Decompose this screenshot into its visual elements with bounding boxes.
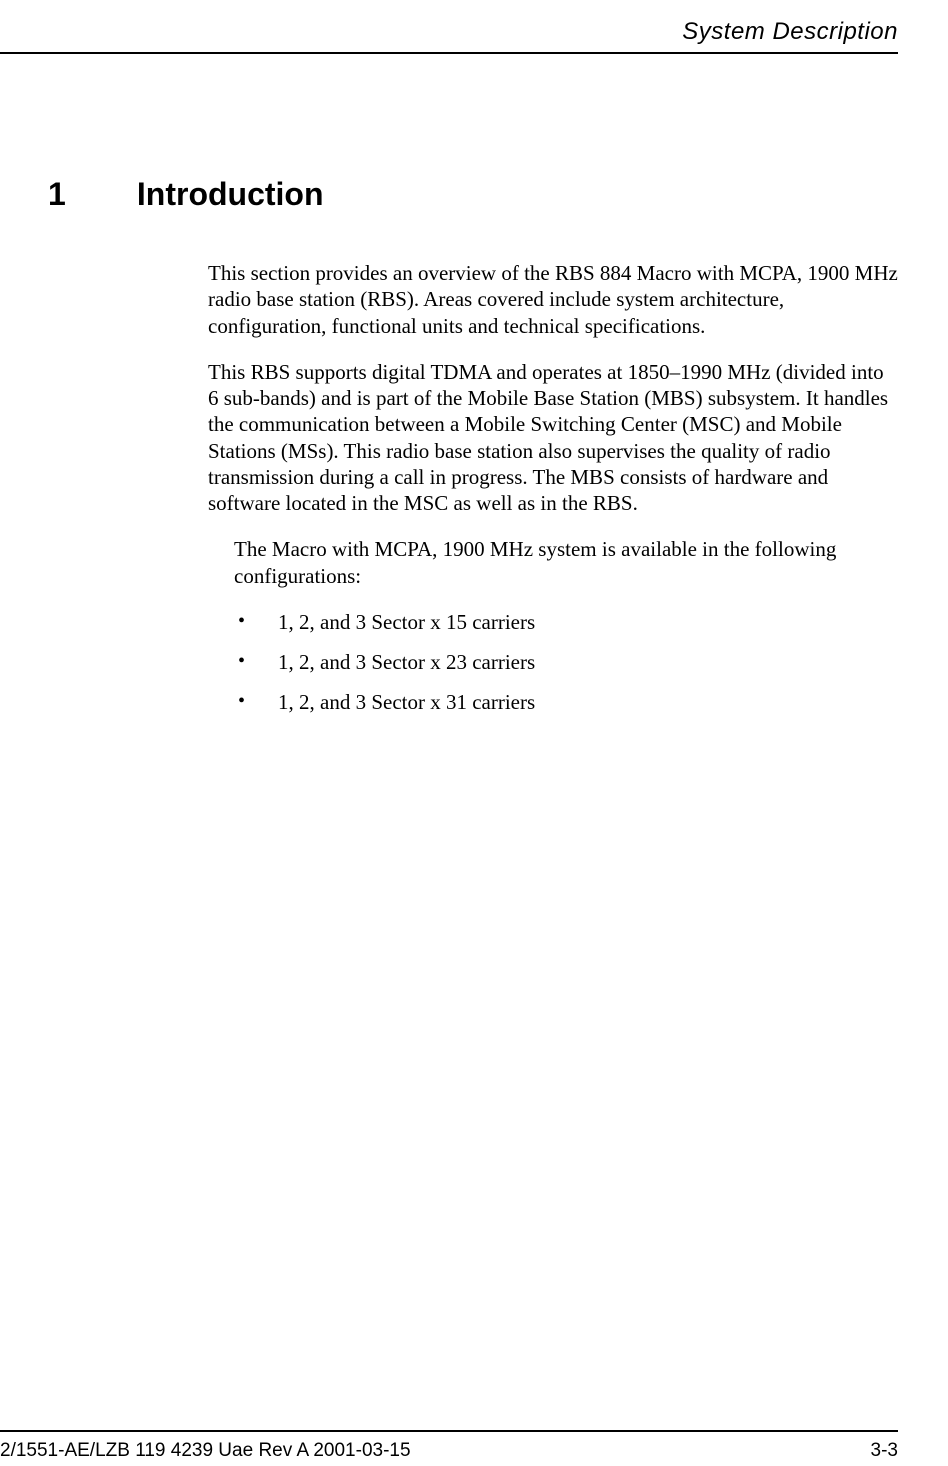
header-rule [0, 52, 898, 54]
paragraph: This section provides an overview of the… [208, 260, 898, 339]
header-title: System Description [682, 18, 898, 45]
list-item: 1, 2, and 3 Sector x 31 carriers [234, 689, 898, 715]
section-heading: 1 Introduction [48, 176, 324, 213]
config-block: The Macro with MCPA, 1900 MHz system is … [234, 536, 898, 715]
section-title: Introduction [137, 176, 324, 212]
list-item: 1, 2, and 3 Sector x 23 carriers [234, 649, 898, 675]
list-item: 1, 2, and 3 Sector x 15 carriers [234, 609, 898, 635]
config-list: 1, 2, and 3 Sector x 15 carriers 1, 2, a… [234, 609, 898, 716]
doc-id: 2/1551-AE/LZB 119 4239 Uae Rev A 2001-03… [0, 1440, 411, 1462]
paragraph: This RBS supports digital TDMA and opera… [208, 359, 898, 517]
paragraph: The Macro with MCPA, 1900 MHz system is … [234, 536, 898, 589]
page-footer: 2/1551-AE/LZB 119 4239 Uae Rev A 2001-03… [0, 1430, 898, 1466]
footer-row: 2/1551-AE/LZB 119 4239 Uae Rev A 2001-03… [0, 1440, 898, 1466]
running-header: System Description [682, 18, 898, 46]
body-content: This section provides an overview of the… [208, 260, 898, 730]
section-number: 1 [48, 176, 128, 213]
page-number: 3-3 [871, 1440, 898, 1462]
footer-rule [0, 1430, 898, 1432]
